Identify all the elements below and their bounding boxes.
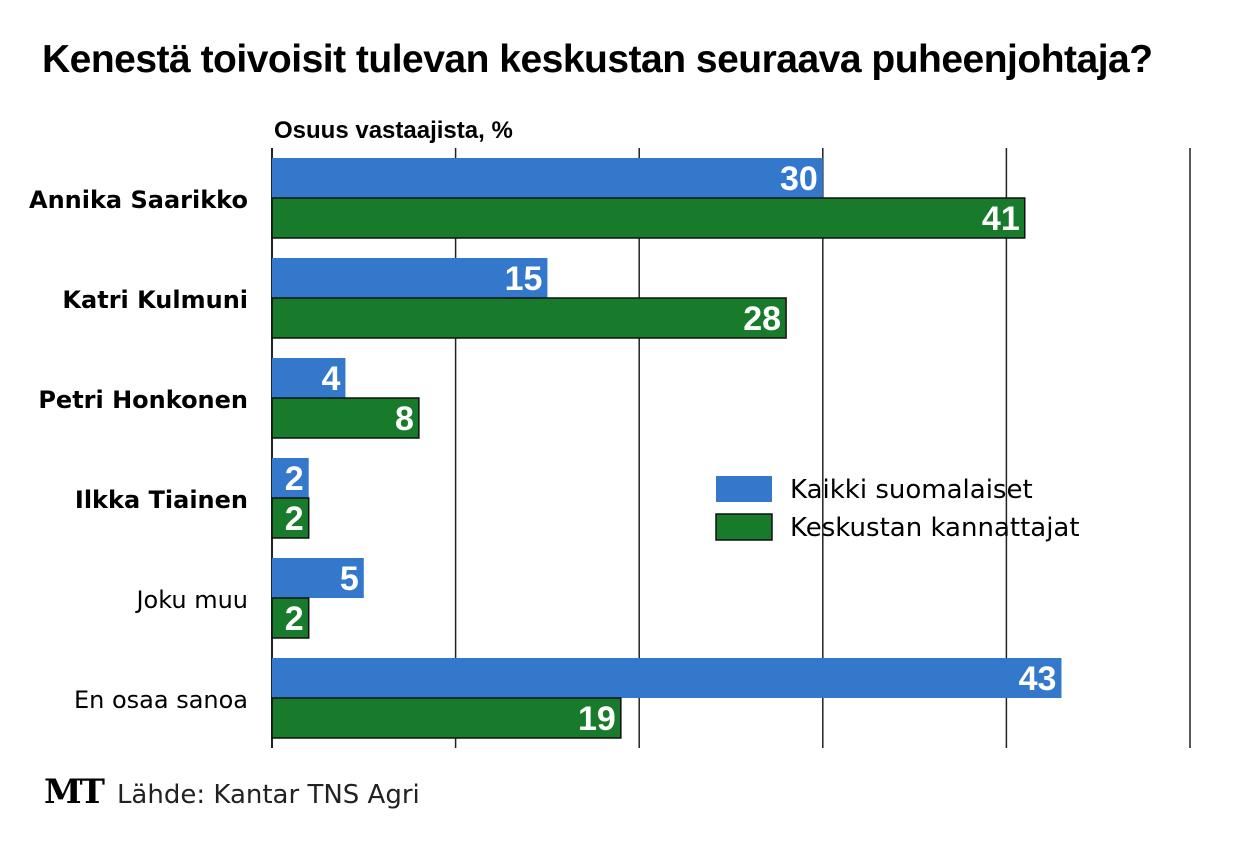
value-label: 2 bbox=[285, 460, 304, 498]
footer: MT Lähde: Kantar TNS Agri bbox=[44, 772, 420, 812]
value-label: 5 bbox=[340, 560, 359, 598]
value-label: 19 bbox=[578, 700, 616, 738]
bar-keskusta-4 bbox=[271, 497, 310, 539]
bar-keskusta-6 bbox=[271, 697, 622, 739]
value-label: 8 bbox=[395, 400, 414, 438]
category-labels: Annika Saarikko Katri Kulmuni Petri Honkon… bbox=[29, 186, 248, 714]
value-label: 15 bbox=[505, 260, 543, 298]
bar-keskusta-5 bbox=[271, 597, 310, 639]
bar-keskusta-3 bbox=[271, 397, 420, 439]
bar-keskusta-2 bbox=[271, 297, 787, 339]
chart-title: Kenestä toivoisit tulevan keskustan seur… bbox=[42, 38, 1153, 81]
value-label: 41 bbox=[982, 200, 1020, 238]
legend-swatch-keskusta bbox=[715, 513, 773, 541]
value-label: 30 bbox=[780, 160, 818, 198]
chart-subtitle: Osuus vastaajista, % bbox=[274, 117, 513, 144]
category-label: Ilkka Tiainen bbox=[75, 486, 248, 514]
category-label: Petri Honkonen bbox=[38, 386, 248, 414]
value-label: 28 bbox=[743, 300, 781, 338]
value-label: 43 bbox=[1019, 660, 1057, 698]
value-label: 2 bbox=[285, 500, 304, 538]
value-label: 2 bbox=[285, 600, 304, 638]
bar-kaikki-5 bbox=[272, 558, 364, 598]
category-label: En osaa sanoa bbox=[74, 686, 248, 714]
category-label: Joku muu bbox=[134, 586, 248, 614]
mt-logo: MT bbox=[44, 772, 105, 812]
bar-keskusta-1 bbox=[271, 197, 1026, 239]
category-label: Annika Saarikko bbox=[29, 186, 248, 214]
category-label: Katri Kulmuni bbox=[62, 286, 248, 314]
bar-kaikki-1 bbox=[272, 158, 823, 198]
gridlines bbox=[271, 148, 1191, 748]
legend-label: Keskustan kannattajat bbox=[790, 513, 1080, 543]
bar-kaikki-2 bbox=[272, 258, 548, 298]
bar-kaikki-6 bbox=[272, 658, 1062, 698]
bar-kaikki-4 bbox=[272, 458, 309, 498]
legend-swatch-kaikki bbox=[716, 476, 772, 502]
bar-kaikki-3 bbox=[272, 358, 346, 398]
legend-label: Kaikki suomalaiset bbox=[790, 475, 1033, 505]
value-label: 4 bbox=[322, 360, 341, 398]
legend: Kaikki suomalaiset Keskustan kannattajat bbox=[715, 475, 1080, 543]
source-text: Lähde: Kantar TNS Agri bbox=[116, 780, 420, 810]
